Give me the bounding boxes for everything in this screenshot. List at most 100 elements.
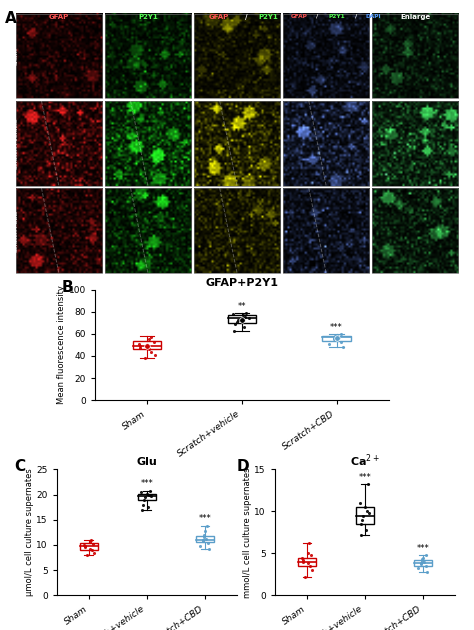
Point	[145, 335, 153, 345]
Point	[235, 314, 242, 324]
Text: A: A	[5, 11, 17, 26]
Text: ***: ***	[141, 479, 153, 488]
Point	[331, 332, 338, 342]
Bar	[283, 101, 369, 186]
Point	[88, 535, 95, 545]
Point	[418, 558, 425, 568]
Point	[197, 541, 204, 551]
Point	[242, 308, 250, 318]
Text: ***: ***	[199, 514, 211, 524]
Point	[364, 479, 372, 490]
Text: **: **	[237, 302, 246, 311]
Point	[145, 344, 153, 354]
Point	[229, 309, 237, 319]
Point	[89, 539, 97, 549]
Bar	[133, 340, 161, 349]
Point	[331, 331, 338, 341]
Text: ***: ***	[330, 323, 343, 331]
Bar	[372, 101, 458, 186]
Text: ***: ***	[417, 544, 429, 553]
Point	[200, 532, 208, 542]
Bar	[138, 493, 155, 500]
Text: Enlarge: Enlarge	[400, 14, 430, 20]
Point	[422, 550, 429, 560]
Bar	[196, 536, 214, 542]
Bar	[372, 188, 458, 273]
Point	[301, 572, 309, 582]
Point	[308, 565, 316, 575]
Point	[152, 350, 159, 360]
Text: C: C	[14, 459, 25, 474]
Point	[306, 561, 313, 571]
Point	[415, 563, 422, 573]
Point	[418, 559, 425, 570]
Text: GFAP: GFAP	[209, 14, 229, 20]
Point	[140, 495, 148, 505]
Text: /: /	[356, 14, 357, 19]
Point	[139, 500, 146, 510]
Point	[200, 536, 207, 546]
Bar	[105, 101, 191, 186]
Point	[137, 487, 145, 497]
Point	[137, 343, 144, 353]
Point	[238, 314, 246, 324]
Point	[245, 313, 252, 324]
Text: Scratch+CBD: Scratch+CBD	[14, 209, 19, 252]
Point	[241, 312, 249, 323]
Point	[423, 567, 431, 577]
Point	[422, 561, 430, 571]
Point	[200, 530, 208, 540]
Point	[325, 339, 333, 349]
Point	[144, 488, 151, 498]
Point	[137, 341, 144, 351]
Bar	[16, 101, 102, 186]
Point	[231, 319, 238, 329]
Bar	[105, 188, 191, 273]
Point	[362, 502, 369, 512]
Point	[299, 557, 307, 567]
Point	[304, 558, 312, 568]
Bar	[372, 14, 458, 98]
Point	[419, 553, 427, 563]
Bar	[283, 14, 369, 98]
Point	[81, 542, 89, 553]
Point	[240, 322, 247, 333]
Point	[299, 555, 307, 565]
Text: Sham: Sham	[14, 47, 19, 65]
Y-axis label: Mean fluorescence intensity: Mean fluorescence intensity	[57, 285, 66, 404]
Point	[204, 539, 212, 549]
Bar	[298, 558, 316, 566]
Point	[150, 336, 158, 346]
Point	[233, 317, 241, 327]
Point	[298, 553, 306, 563]
Point	[333, 330, 340, 340]
Bar	[322, 336, 351, 340]
Text: P2Y1: P2Y1	[258, 14, 278, 20]
Point	[418, 554, 426, 564]
Point	[80, 540, 88, 550]
Point	[359, 510, 367, 520]
Y-axis label: μmol/L cell culture supernates: μmol/L cell culture supernates	[25, 469, 34, 596]
Point	[141, 492, 149, 502]
Point	[239, 310, 246, 320]
Point	[307, 550, 315, 560]
Point	[306, 538, 313, 548]
Text: D: D	[237, 459, 250, 474]
Point	[201, 526, 209, 536]
Point	[204, 521, 211, 531]
Point	[81, 541, 89, 551]
Point	[363, 525, 370, 535]
Point	[200, 535, 207, 545]
Point	[363, 507, 371, 517]
Bar	[194, 101, 280, 186]
Point	[304, 548, 312, 558]
Point	[86, 544, 94, 554]
Point	[145, 490, 153, 500]
Point	[143, 341, 151, 351]
Text: B: B	[62, 280, 73, 295]
Point	[418, 556, 426, 566]
Point	[141, 353, 148, 363]
Point	[335, 332, 342, 342]
Bar	[194, 188, 280, 273]
Text: /: /	[245, 14, 247, 20]
